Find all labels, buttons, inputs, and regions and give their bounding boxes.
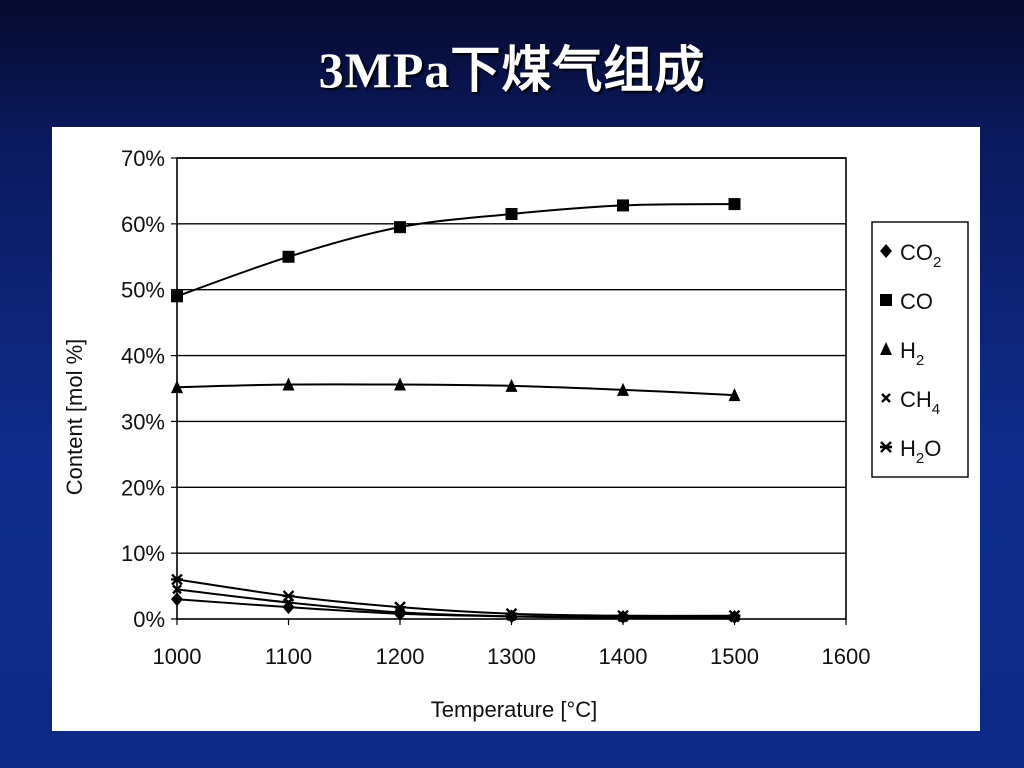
data-point-h2 (394, 377, 406, 391)
legend-item-h2o: H2O (880, 436, 941, 467)
data-point-h2 (728, 388, 741, 402)
y-tick-label: 10% (121, 541, 165, 566)
tick-labels: 0% 10% 20% 30% 40% 50% 60% 70% 1000 1100 1200 1300 1… (121, 146, 871, 669)
series-line-h2o (176, 578, 735, 617)
series-layer (171, 198, 741, 625)
data-point-co (394, 221, 406, 234)
data-point-h2o (505, 607, 518, 620)
chart-panel: 0% 10% 20% 30% 40% 50% 60% 70% 1000 1100 1200 1300 1… (52, 127, 980, 731)
series-co (171, 198, 741, 303)
series-h2 (171, 377, 741, 402)
x-tick-label: 1300 (487, 644, 536, 669)
series-ch4 (172, 584, 740, 623)
legend-label-co: CO (900, 289, 933, 314)
data-point-h2 (505, 378, 518, 392)
legend-item-co2: CO2 (880, 240, 941, 271)
slide-title: 3MPa下煤气组成 (318, 42, 706, 98)
x-tick-label: 1000 (153, 644, 202, 669)
y-tick-label: 60% (121, 212, 165, 237)
legend-marker-ch4 (881, 393, 891, 403)
legend: CO2 CO H2 CH4 H2O (871, 221, 969, 478)
y-tick-label: 20% (121, 475, 165, 500)
x-tick-label: 1400 (599, 644, 648, 669)
data-point-co (171, 290, 183, 303)
series-line-ch4 (176, 588, 735, 619)
x-tick-label: 1100 (265, 644, 312, 669)
legend-marker-co (880, 294, 892, 306)
data-point-co (282, 250, 295, 263)
legend-item-h2: H2 (880, 338, 924, 369)
data-point-h2o (728, 609, 741, 622)
y-axis-title: Content [mol %] (62, 339, 87, 496)
y-tick-label: 70% (121, 146, 165, 171)
legend-label-co2: CO2 (900, 240, 941, 271)
series-line-co (176, 203, 735, 298)
x-tick-label: 1600 (822, 644, 871, 669)
y-tick-label: 40% (121, 344, 165, 369)
data-point-co2 (171, 592, 183, 607)
data-point-h2o (171, 573, 183, 586)
data-point-h2o (282, 590, 295, 602)
series-line-h2 (176, 383, 735, 397)
series-h2o (171, 573, 741, 622)
data-point-h2 (282, 377, 295, 391)
x-axis-title: Temperature [°C] (431, 697, 598, 722)
legend-item-ch4: CH4 (881, 387, 940, 418)
line-chart: 0% 10% 20% 30% 40% 50% 60% 70% 1000 1100 1200 1300 1… (62, 146, 969, 722)
legend-marker-h2o (880, 441, 892, 453)
data-point-ch4 (172, 584, 182, 595)
legend-marker-co2 (880, 244, 892, 258)
legend-marker-h2 (880, 342, 892, 355)
data-point-co (728, 198, 741, 211)
data-point-co (505, 207, 518, 220)
y-tick-label: 30% (121, 409, 165, 434)
data-point-h2 (171, 380, 183, 394)
data-point-h2 (617, 382, 629, 396)
x-tick-label: 1200 (376, 644, 425, 669)
data-point-co (617, 199, 629, 212)
x-tick-label: 1500 (710, 644, 759, 669)
data-point-h2o (617, 609, 629, 622)
legend-label-ch4: CH4 (900, 387, 940, 418)
legend-item-co: CO (880, 289, 933, 314)
legend-label-h2: H2 (900, 338, 924, 369)
legend-label-h2o: H2O (900, 436, 941, 467)
y-tick-label: 0% (133, 607, 165, 632)
data-point-h2o (394, 601, 406, 613)
y-tick-label: 50% (121, 278, 165, 303)
